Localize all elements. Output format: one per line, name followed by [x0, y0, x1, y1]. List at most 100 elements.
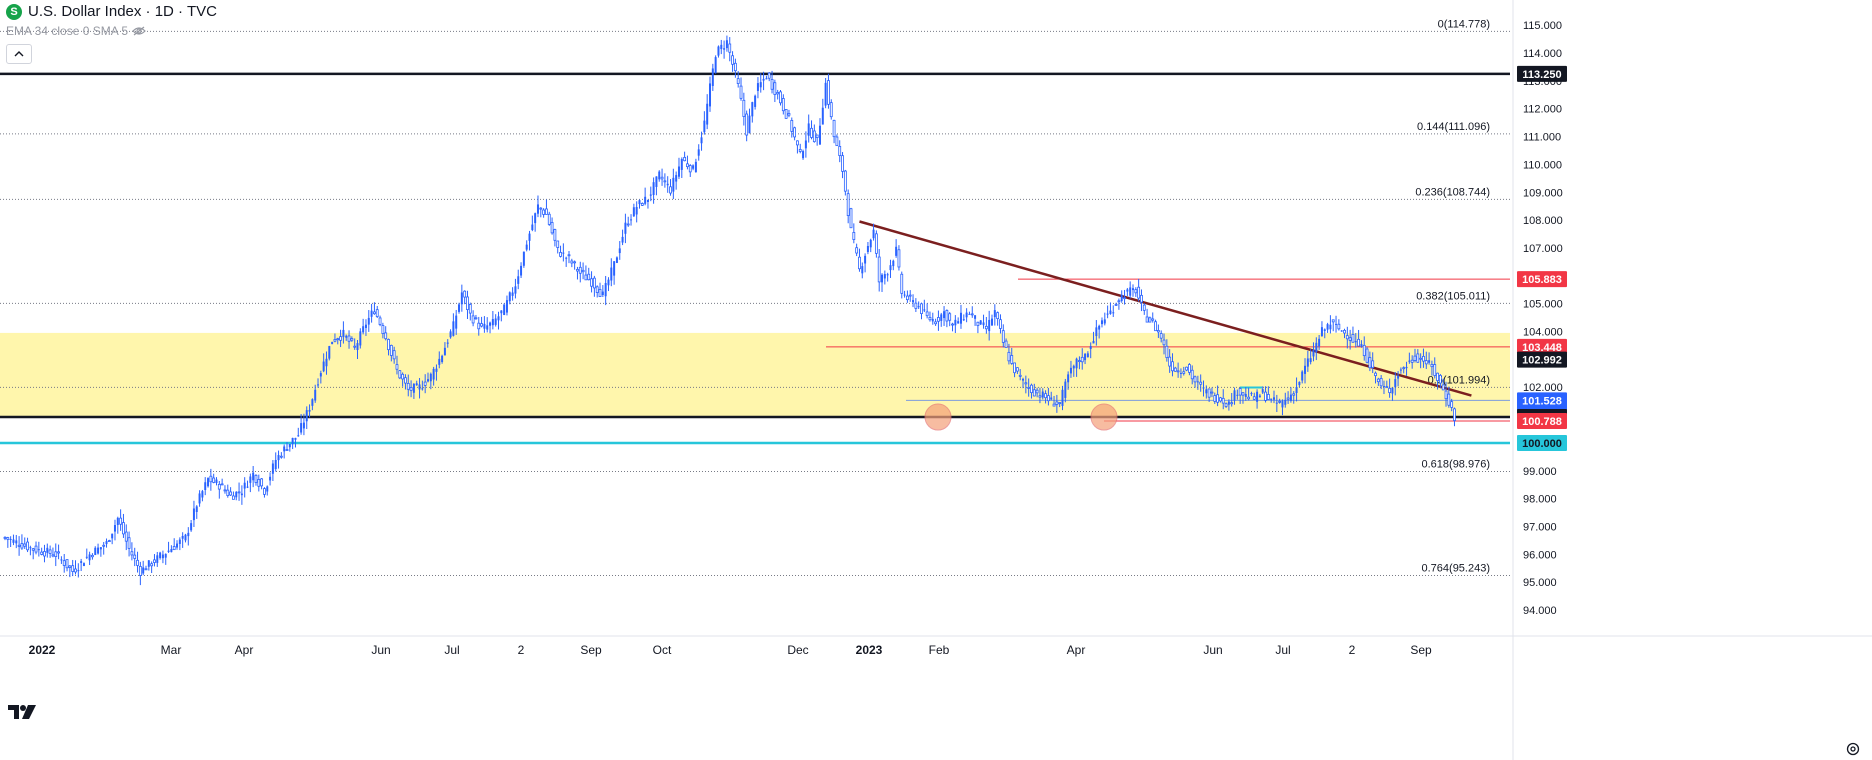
candle-down [1221, 397, 1225, 404]
candle-down [733, 62, 737, 72]
candle-down [542, 209, 546, 215]
candle-down [547, 213, 551, 225]
candle-down [471, 315, 475, 324]
candle-up [274, 460, 277, 470]
candle-up [802, 151, 805, 159]
x-tick-label: Jun [371, 643, 390, 657]
candle-up [694, 161, 697, 173]
candle-up [1064, 381, 1067, 398]
candle-up [1092, 340, 1095, 344]
candle-down [996, 312, 1000, 320]
candle-up [322, 361, 325, 372]
candle-down [1385, 386, 1389, 389]
candle-up [1281, 401, 1284, 408]
candle-down [810, 127, 813, 138]
candle-down [423, 381, 427, 386]
candle-down [65, 559, 69, 569]
candle-down [770, 78, 774, 90]
candle-up [266, 486, 269, 492]
candle-up [370, 310, 373, 317]
y-tick-label: 97.000 [1523, 522, 1557, 534]
candle-down [745, 113, 749, 136]
candle-up [364, 324, 367, 329]
candle-down [663, 180, 667, 183]
candle-down [1410, 359, 1414, 363]
candle-up [249, 476, 252, 483]
candle-up [988, 319, 991, 332]
candle-down [1424, 360, 1428, 365]
candle-down [787, 113, 791, 116]
price-label-text: 100.000 [1522, 438, 1562, 450]
candle-up [725, 40, 728, 49]
candle-up [692, 165, 695, 169]
candle-up [511, 292, 514, 296]
indicator-row[interactable]: EMA 34 close 0 SMA 5 [6, 24, 217, 38]
candle-down [373, 311, 376, 315]
candle-up [1022, 378, 1025, 381]
candle-up [80, 561, 83, 563]
candle-up [1394, 379, 1397, 388]
candle-down [375, 309, 379, 317]
candle-up [319, 373, 322, 377]
candle-up [562, 252, 565, 254]
y-tick-label: 105.000 [1523, 299, 1563, 311]
candle-down [835, 136, 839, 147]
candle-up [94, 547, 97, 556]
candle-down [773, 82, 777, 95]
candle-up [105, 541, 108, 545]
tradingview-logo-icon[interactable] [8, 704, 38, 720]
candle-down [1230, 402, 1234, 405]
candle-up [443, 347, 446, 356]
x-tick-label: Feb [929, 643, 950, 657]
x-tick-label: Jun [1203, 643, 1222, 657]
candle-up [644, 196, 647, 204]
candle-up [1284, 399, 1287, 405]
candle-up [427, 379, 429, 382]
candle-up [1236, 394, 1239, 396]
candle-up [300, 423, 303, 433]
candle-down [1365, 348, 1369, 363]
candle-down [556, 240, 560, 248]
symbol-title[interactable]: U.S. Dollar Index · 1D · TVC [28, 3, 217, 20]
collapse-legend-button[interactable] [6, 44, 32, 64]
candle-up [991, 318, 993, 326]
candle-up [751, 102, 754, 117]
candle-down [384, 332, 388, 340]
support-resistance-zone-layer [0, 332, 1510, 418]
candle-up [957, 321, 960, 324]
candle-up [288, 443, 291, 448]
y-tick-label: 112.000 [1523, 104, 1562, 116]
candle-down [6, 537, 10, 540]
candle-down [237, 491, 241, 494]
candle-up [601, 291, 604, 295]
candle-up [1295, 387, 1298, 394]
gear-icon[interactable] [1845, 741, 1861, 757]
candle-up [680, 159, 683, 170]
candle-down [852, 232, 856, 240]
candle-up [297, 435, 300, 437]
candle-up [1399, 369, 1402, 371]
candle-down [576, 269, 579, 272]
candle-up [435, 368, 438, 372]
candle-down [1419, 357, 1423, 360]
candle-up [520, 265, 523, 276]
hidden-eye-icon[interactable] [132, 26, 146, 36]
candle-down [1430, 363, 1434, 368]
candle-down [908, 294, 912, 297]
candle-down [71, 565, 75, 572]
candle-up [861, 266, 864, 274]
candle-down [1224, 403, 1228, 407]
candle-up [302, 422, 305, 429]
candle-up [277, 455, 280, 461]
candle-up [717, 46, 720, 56]
candle-up [187, 532, 190, 537]
candle-down [1216, 394, 1219, 403]
candle-down [739, 85, 743, 99]
candle-down [232, 495, 235, 500]
candle-up [872, 229, 875, 239]
x-tick-label: 2 [518, 643, 525, 657]
x-tick-label: 2 [1349, 643, 1356, 657]
x-tick-label: Oct [653, 643, 672, 657]
candle-up [491, 319, 494, 326]
